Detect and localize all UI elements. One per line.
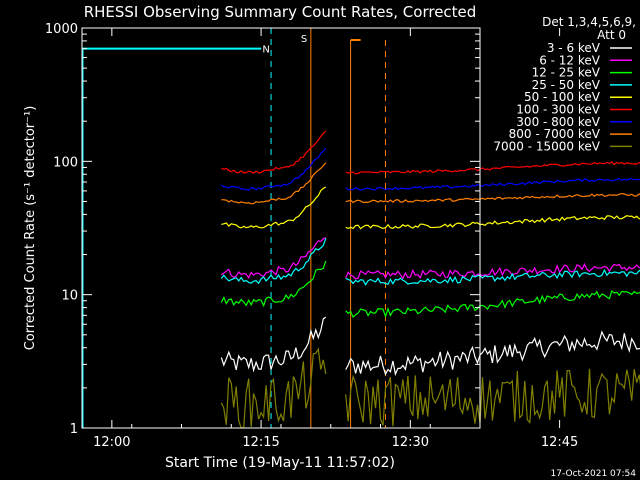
legend-header-att: Att 0 — [597, 28, 626, 42]
series-8 — [220, 347, 640, 429]
x-axis-label: Start Time (19-May-11 11:57:02) — [165, 455, 395, 471]
y-tick-label: 1 — [70, 422, 78, 437]
plot-marks: NS — [82, 28, 640, 429]
x-tick-label: 12:00 — [93, 435, 130, 450]
series-trace — [221, 162, 327, 205]
legend-entry-label: 3 - 6 keV — [547, 41, 601, 55]
y-tick-label: 100 — [53, 155, 78, 170]
legend-entry-label: 7000 - 15000 keV — [493, 139, 600, 153]
series-4 — [221, 186, 640, 230]
x-tick-label: 12:45 — [541, 435, 578, 450]
series-trace — [220, 260, 327, 308]
series-trace — [345, 161, 640, 175]
series-trace — [220, 237, 327, 280]
series-7 — [221, 162, 640, 205]
axis-ticks: 12:0012:1512:3012:4513:0013:1513:3011010… — [45, 22, 578, 450]
legend-entry-label: 25 - 50 keV — [532, 78, 601, 92]
flare-flag-label: S — [301, 34, 307, 45]
series-1 — [220, 237, 640, 280]
series-trace — [220, 238, 327, 285]
series-5 — [221, 130, 640, 175]
series-trace — [345, 289, 640, 319]
series-6 — [220, 147, 640, 191]
y-axis-label: Corrected Count Rate (s⁻¹ detector⁻¹) — [23, 106, 38, 351]
legend-entry-label: 12 - 25 keV — [532, 66, 601, 80]
series-2 — [220, 260, 640, 319]
legend-entry-label: 100 - 300 keV — [516, 103, 600, 117]
legend-entry-label: 50 - 100 keV — [524, 90, 601, 104]
series-trace — [345, 215, 640, 230]
series-trace — [345, 330, 640, 377]
chart-title: RHESSI Observing Summary Count Rates, Co… — [84, 3, 477, 21]
footer-timestamp: 17-Oct-2021 07:54 — [551, 469, 637, 479]
saa-flag-label: N — [262, 45, 269, 56]
series-0 — [220, 316, 640, 377]
legend-entry-label: 300 - 800 keV — [516, 115, 600, 129]
series-trace — [345, 262, 640, 280]
legend-entry-label: 800 - 7000 keV — [509, 127, 601, 141]
series-trace — [220, 347, 327, 429]
series-trace — [220, 147, 327, 191]
x-tick-label: 12:30 — [392, 435, 429, 450]
legend-header: Det 1,3,4,5,6,9, — [542, 15, 636, 29]
y-tick-label: 10 — [61, 289, 78, 304]
series-trace — [345, 192, 640, 204]
series-3 — [220, 238, 640, 286]
series-trace — [220, 316, 327, 373]
series-trace — [221, 130, 327, 175]
y-tick-label: 1000 — [45, 22, 78, 37]
legend-entry-label: 6 - 12 keV — [539, 53, 601, 67]
x-tick-label: 12:15 — [242, 435, 279, 450]
series-trace — [345, 177, 640, 191]
series-trace — [221, 186, 327, 229]
series-trace — [345, 368, 640, 427]
series-trace — [345, 268, 640, 286]
